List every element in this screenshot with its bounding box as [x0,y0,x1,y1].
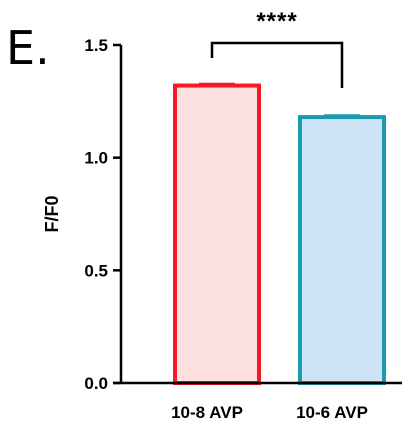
significance-bracket [210,41,344,88]
y-axis-title: F/F0 [42,195,62,232]
panel-label: E. [6,21,50,75]
y-tick-label: 1.5 [84,36,108,55]
bar [173,83,261,385]
x-tick-label: 10-8 AVP [171,403,243,422]
y-tick-label: 1.0 [84,149,108,168]
x-tick-label: 10-6 AVP [296,403,368,422]
y-tick-label: 0.0 [84,374,108,393]
bar [298,115,386,386]
significance-label: **** [256,8,297,35]
y-tick-label: 0.5 [84,261,108,280]
